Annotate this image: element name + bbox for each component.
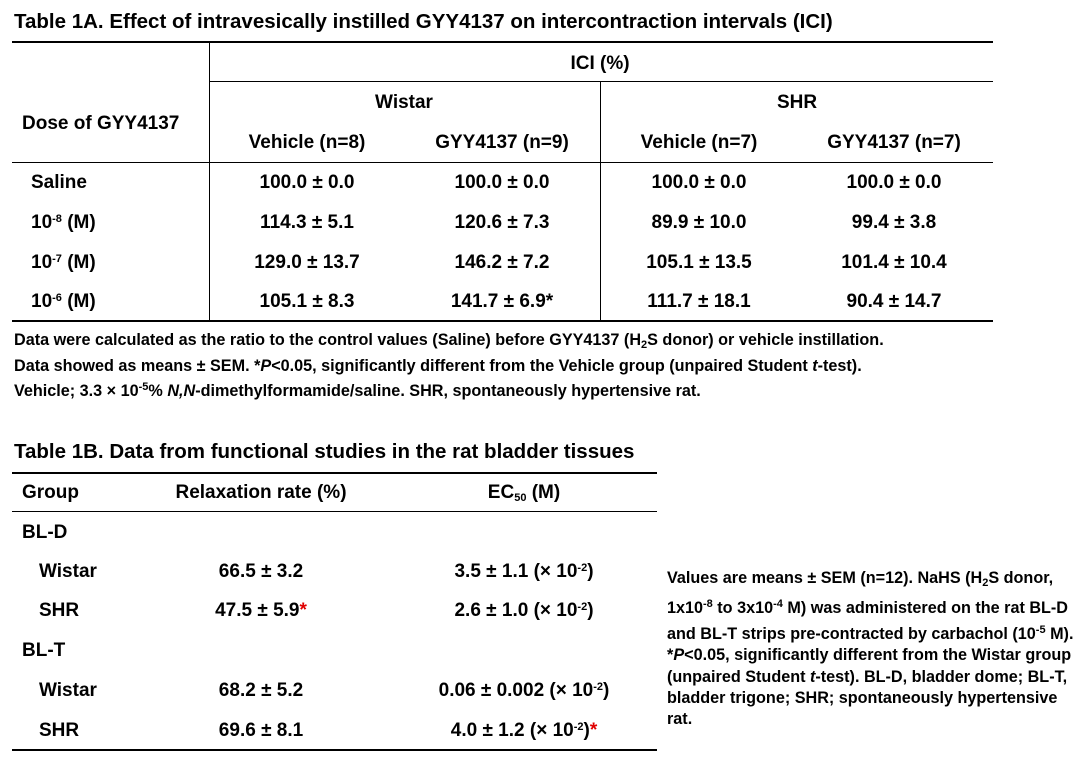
- col-header: Vehicle (n=8): [248, 132, 366, 153]
- table-cell: 141.7 ± 6.9*: [450, 291, 554, 312]
- group-label: SHR: [39, 720, 80, 741]
- group-header: Group: [22, 482, 79, 503]
- ec50-header: EC50 (M): [487, 482, 561, 504]
- section-label: BL-T: [22, 640, 66, 661]
- table-cell: 105.1 ± 13.5: [646, 252, 752, 273]
- relaxation-value: 68.2 ± 5.2: [218, 680, 304, 701]
- relaxation-value: 47.5 ± 5.9*: [215, 600, 307, 621]
- table-1a-title: Table 1A. Effect of intravesically insti…: [14, 10, 833, 33]
- ec50-value: 3.5 ± 1.1 (× 10-2): [454, 561, 594, 582]
- wistar-shr-divider: [600, 82, 602, 320]
- ec50-value: 0.06 ± 0.002 (× 10-2): [438, 680, 610, 701]
- relaxation-value: 69.6 ± 8.1: [218, 720, 304, 741]
- table-cell: 114.3 ± 5.1: [260, 212, 354, 233]
- note-line: Vehicle; 3.3 × 10-5% N,N-dimethylformami…: [14, 381, 701, 400]
- table-1a-note: Data were calculated as the ratio to the…: [14, 330, 884, 402]
- table-cell: 100.0 ± 0.0: [651, 172, 747, 193]
- ec50-value: 4.0 ± 1.2 (× 10-2)*: [450, 720, 598, 741]
- table-cell: 101.4 ± 10.4: [841, 252, 947, 273]
- table-1b-bottom-rule: [12, 749, 657, 751]
- note-line: Data were calculated as the ratio to the…: [14, 331, 884, 351]
- relaxation-value: 66.5 ± 3.2: [218, 561, 304, 582]
- table-cell: 105.1 ± 8.3: [259, 291, 355, 312]
- table-cell: 129.0 ± 13.7: [254, 252, 360, 273]
- table-cell: 100.0 ± 0.0: [846, 172, 942, 193]
- table-1a-bottom-rule: [12, 320, 993, 322]
- table-cell: 100.0 ± 0.0: [259, 172, 355, 193]
- group-shr-header: SHR: [776, 92, 818, 113]
- ici-header: ICI (%): [570, 53, 630, 74]
- table-cell: 100.0 ± 0.0: [454, 172, 550, 193]
- group-label: SHR: [39, 600, 80, 621]
- group-label: Wistar: [39, 561, 97, 582]
- dose-label: 10-7 (M): [31, 252, 96, 273]
- table-1b-top-rule: [12, 472, 657, 474]
- table-1b-title: Table 1B. Data from functional studies i…: [14, 440, 635, 463]
- dose-label: 10-8 (M): [31, 212, 96, 233]
- dose-header: Dose of GYY4137: [22, 113, 180, 134]
- col-header: Vehicle (n=7): [640, 132, 758, 153]
- group-wistar-header: Wistar: [375, 92, 433, 113]
- group-label: Wistar: [39, 680, 97, 701]
- table-1a-header-rule: [12, 162, 993, 164]
- table-cell: 89.9 ± 10.0: [651, 212, 747, 233]
- table-1a-dose-divider: [209, 42, 211, 320]
- relaxation-header: Relaxation rate (%): [175, 482, 347, 503]
- table-cell: 99.4 ± 3.8: [851, 212, 937, 233]
- col-header: GYY4137 (n=7): [827, 132, 961, 153]
- ici-header-rule: [210, 81, 993, 83]
- table-cell: 90.4 ± 14.7: [846, 291, 942, 312]
- col-header: GYY4137 (n=9): [435, 132, 569, 153]
- table-cell: 111.7 ± 18.1: [647, 291, 751, 312]
- table-cell: 146.2 ± 7.2: [454, 252, 550, 273]
- note-line: Data showed as means ± SEM. *P<0.05, sig…: [14, 357, 862, 375]
- dose-label: Saline: [31, 172, 87, 193]
- table-1a-top-rule: [12, 41, 993, 43]
- dose-label: 10-6 (M): [31, 291, 96, 312]
- section-label: BL-D: [22, 522, 68, 543]
- table-1b-header-rule: [12, 511, 657, 513]
- table-cell: 120.6 ± 7.3: [454, 212, 550, 233]
- table-1b-note: Values are means ± SEM (n=12). NaHS (H2S…: [667, 569, 1074, 729]
- ec50-value: 2.6 ± 1.0 (× 10-2): [454, 600, 594, 621]
